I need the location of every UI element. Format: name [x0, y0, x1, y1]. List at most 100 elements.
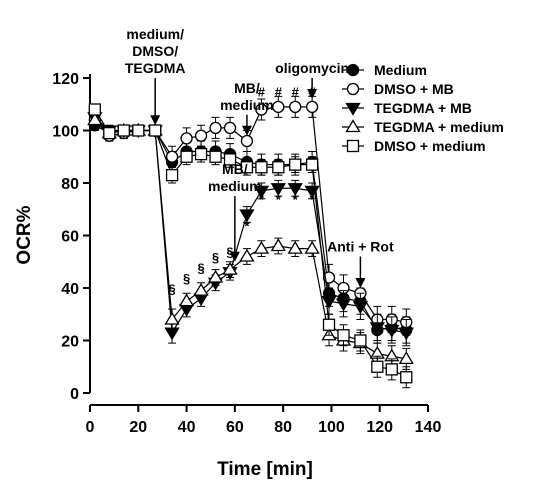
significance-mark: #	[292, 84, 300, 99]
legend: Medium DMSO + MB TEGDMA + MB TEGDMA + mediu…	[342, 62, 504, 154]
data-point	[287, 240, 303, 254]
data-point	[255, 161, 268, 174]
data-point	[223, 153, 237, 166]
data-point	[354, 334, 367, 347]
data-point	[223, 121, 237, 135]
data-point	[304, 240, 320, 254]
legend-label: DMSO + medium	[374, 138, 486, 154]
data-point	[287, 183, 303, 197]
series-layer	[87, 95, 414, 389]
data-point	[165, 168, 179, 182]
data-point	[164, 311, 180, 325]
x-tick-label: 80	[274, 419, 292, 436]
data-point	[87, 112, 103, 126]
annotation-arrowhead	[355, 278, 366, 288]
legend-marker	[346, 63, 360, 77]
annotation-label-line: medium/	[126, 26, 184, 42]
y-tick-label: 40	[61, 281, 79, 298]
significance-marks: ####*****§§§§§	[168, 84, 316, 296]
annotation-arrowhead	[241, 125, 252, 136]
data-point	[207, 269, 224, 283]
data-point	[255, 103, 268, 116]
significance-mark: #	[258, 84, 266, 99]
data-point	[149, 124, 162, 137]
y-tick-label: 100	[52, 124, 79, 141]
data-point	[253, 185, 270, 199]
data-point	[117, 124, 130, 137]
data-point	[305, 158, 319, 171]
legend-label: TEGDMA + MB	[374, 100, 472, 116]
data-point	[180, 132, 193, 145]
data-point	[400, 371, 413, 384]
x-tick-label: 140	[415, 419, 442, 436]
annotation-label: oligomycin	[275, 60, 349, 76]
data-point	[352, 301, 369, 315]
data-point	[384, 324, 400, 338]
legend-item: DMSO + medium	[342, 138, 486, 154]
annotation: medium/DMSO/TEGDMA	[125, 26, 186, 126]
annotation-arrowhead	[229, 251, 240, 262]
annotation-label-line: oligomycin	[275, 60, 349, 76]
annotation-label: MB/medium	[208, 161, 262, 194]
data-point	[240, 161, 254, 174]
y-tick-label: 60	[61, 229, 79, 246]
legend-marker	[346, 139, 360, 153]
legend-marker	[345, 119, 361, 133]
x-tick-label: 40	[178, 419, 196, 436]
legend-item: TEGDMA + MB	[342, 100, 472, 116]
data-point	[289, 100, 302, 114]
data-point	[103, 126, 116, 140]
data-point	[240, 134, 254, 148]
significance-mark: *	[276, 192, 282, 207]
data-point	[398, 351, 414, 365]
y-axis-label: OCR%	[14, 205, 35, 264]
data-point	[398, 327, 414, 341]
significance-mark: *	[259, 192, 265, 207]
annotation: oligomycin	[275, 60, 349, 99]
annotation: Anti + Rot	[327, 239, 394, 288]
legend-marker	[345, 102, 361, 116]
significance-mark: §	[183, 271, 190, 286]
data-point	[194, 147, 208, 161]
annotation-label-line: medium	[208, 178, 262, 194]
data-point	[289, 158, 302, 171]
significance-mark: §	[197, 260, 204, 275]
significance-mark: *	[293, 192, 299, 207]
y-tick-label: 120	[52, 71, 79, 88]
data-point	[253, 240, 270, 254]
data-point	[165, 150, 179, 163]
data-point	[180, 150, 193, 163]
annotation-label-line: MB/	[222, 161, 248, 177]
significance-mark: #	[275, 84, 283, 99]
data-point	[222, 261, 238, 275]
annotation-label: medium/DMSO/TEGDMA	[125, 26, 186, 76]
legend-label: Medium	[374, 62, 427, 78]
x-tick-label: 100	[318, 419, 345, 436]
x-axis-label: Time [min]	[217, 459, 313, 480]
annotation-arrowhead	[150, 115, 161, 126]
data-point	[272, 161, 285, 174]
significance-mark: §	[168, 281, 175, 296]
x-tick-label: 20	[129, 419, 147, 436]
annotation-label-line: MB/	[234, 80, 260, 96]
series-dmso-medium	[88, 103, 413, 389]
legend-label: TEGDMA + medium	[374, 119, 504, 135]
annotation-label-line: DMSO/	[132, 43, 178, 59]
annotation-label-line: medium	[220, 97, 274, 113]
data-point	[335, 298, 352, 312]
data-point	[88, 103, 101, 116]
data-point	[337, 329, 350, 342]
data-point	[132, 124, 145, 137]
data-point	[239, 248, 255, 262]
legend-marker	[346, 82, 360, 96]
y-tick-label: 20	[61, 334, 79, 351]
data-point	[209, 150, 222, 163]
annotation: MB/medium	[208, 161, 262, 262]
legend-item: TEGDMA + medium	[342, 119, 504, 135]
annotation-arrowhead	[307, 89, 318, 99]
annotation: MB/medium	[220, 80, 274, 136]
annotation-label: MB/medium	[220, 80, 274, 113]
axes: 0 20 40 60 80 100 120 0 20 40 60 80 100 120 140	[52, 71, 441, 436]
data-point	[178, 293, 195, 307]
data-point	[270, 238, 286, 252]
